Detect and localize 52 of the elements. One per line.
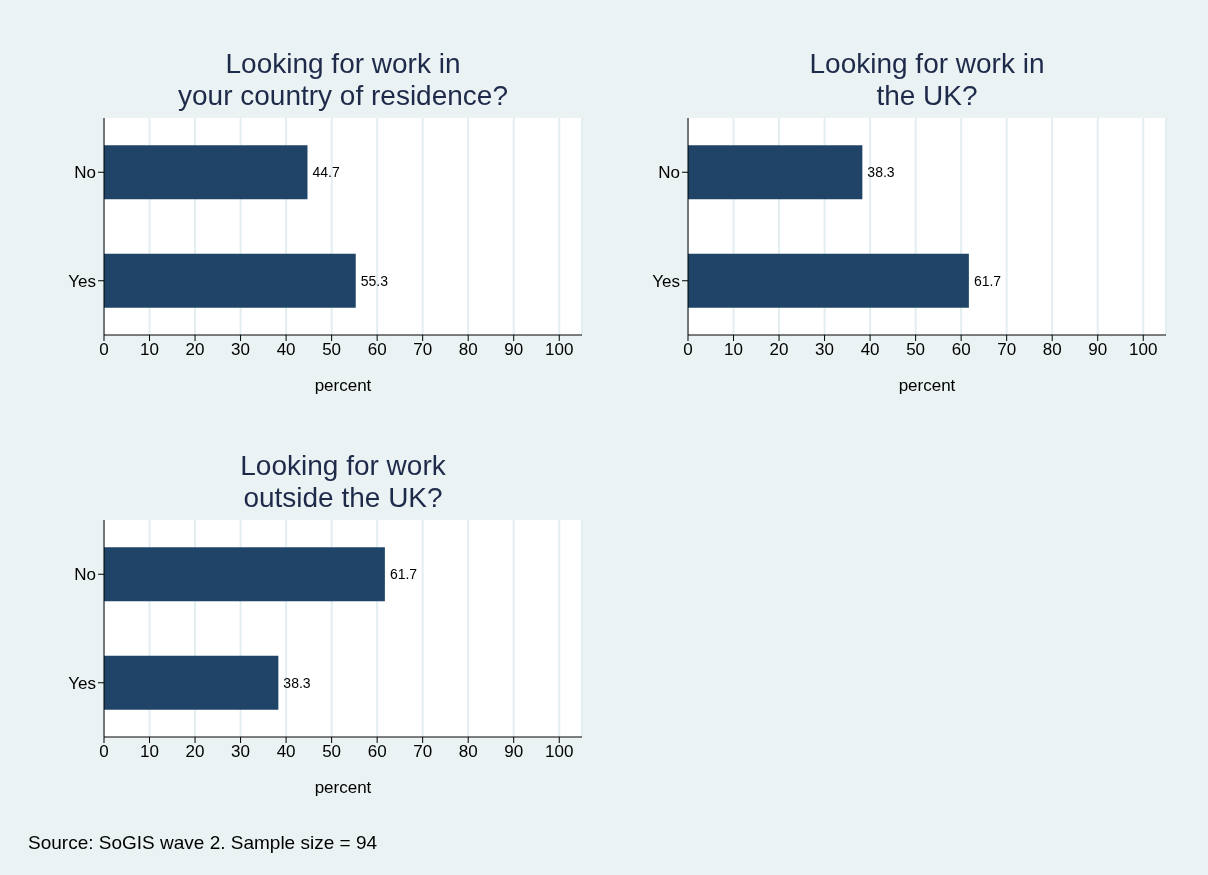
x-tick-label: 50 xyxy=(906,340,926,360)
x-tick-label: 20 xyxy=(769,340,789,360)
x-tick-label: 10 xyxy=(140,742,159,762)
x-tick-label: 60 xyxy=(367,742,387,762)
y-tick-label: No xyxy=(658,163,680,183)
x-tick-label: 100 xyxy=(545,742,574,762)
x-tick-label: 40 xyxy=(276,742,296,762)
chart-title: Looking for work outside the UK? xyxy=(239,450,447,514)
x-tick-label: 0 xyxy=(99,340,109,360)
x-tick-label: 10 xyxy=(724,340,743,360)
data-label: 61.7 xyxy=(973,272,1002,289)
x-tick-label: 40 xyxy=(276,340,296,360)
x-tick-label: 0 xyxy=(99,742,109,762)
x-tick-label: 70 xyxy=(413,340,433,360)
x-tick-label: 70 xyxy=(997,340,1017,360)
x-tick-label: 30 xyxy=(231,742,251,762)
y-tick-label: No xyxy=(74,163,96,183)
x-tick-label: 100 xyxy=(1129,340,1158,360)
data-label: 61.7 xyxy=(389,566,418,583)
x-tick-label: 90 xyxy=(504,742,524,762)
data-label: 38.3 xyxy=(283,674,311,691)
y-tick-label: No xyxy=(74,565,96,585)
x-tick-label: 80 xyxy=(458,742,478,762)
x-tick-label: 60 xyxy=(367,340,387,360)
x-tick-label: 80 xyxy=(1042,340,1062,360)
x-tick-label: 70 xyxy=(413,742,433,762)
x-axis-title: percent xyxy=(314,376,372,395)
x-tick-label: 40 xyxy=(860,340,880,360)
x-tick-label: 50 xyxy=(322,340,342,360)
x-axis-title: percent xyxy=(898,376,956,395)
x-tick-label: 30 xyxy=(231,340,251,360)
x-tick-label: 30 xyxy=(815,340,835,360)
x-tick-label: 0 xyxy=(683,340,693,360)
data-label: 55.3 xyxy=(360,272,389,289)
x-tick-label: 90 xyxy=(1088,340,1108,360)
source-note: Source: SoGIS wave 2. Sample size = 94 xyxy=(28,832,378,854)
y-tick-label: Yes xyxy=(68,673,96,693)
x-tick-label: 10 xyxy=(140,340,159,360)
x-tick-label: 90 xyxy=(504,340,524,360)
x-tick-label: 50 xyxy=(322,742,342,762)
data-label: 44.7 xyxy=(312,164,340,181)
y-tick-label: Yes xyxy=(68,271,96,291)
chart-title: Looking for work in your country of residence? xyxy=(177,48,509,112)
chart-title: Looking for work in the UK? xyxy=(808,48,1046,112)
x-tick-label: 20 xyxy=(185,742,205,762)
data-label: 38.3 xyxy=(867,164,895,181)
y-tick-label: Yes xyxy=(652,271,680,291)
x-tick-label: 60 xyxy=(951,340,971,360)
x-tick-label: 80 xyxy=(458,340,478,360)
x-tick-label: 20 xyxy=(185,340,205,360)
x-axis-title: percent xyxy=(314,778,372,797)
x-tick-label: 100 xyxy=(545,340,574,360)
